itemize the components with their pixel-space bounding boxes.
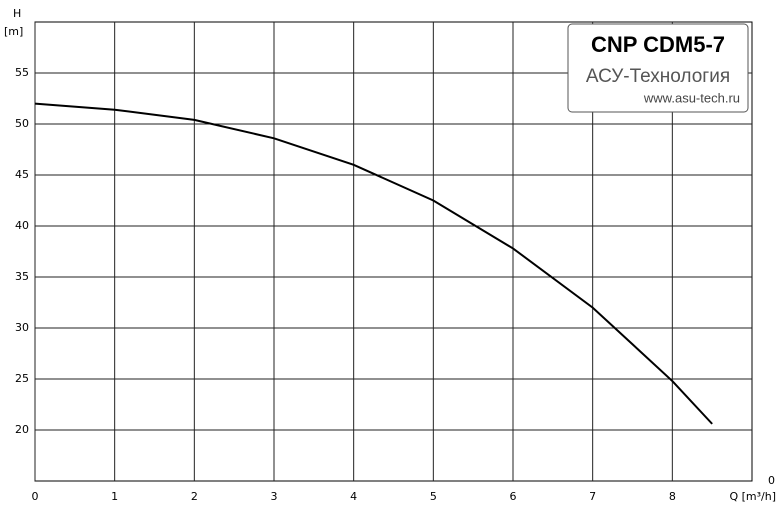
y-tick-label: 40 [15,219,29,232]
y-axis-unit: [m] [4,25,23,38]
box-subtitle: АСУ-Технология [586,66,730,87]
y-tick-label: 30 [15,321,29,334]
box-title: CNP CDM5-7 [591,32,725,57]
x-axis-label: Q [m³/h] [729,490,776,503]
x-tick-label: 3 [271,490,278,503]
y-tick-label: 50 [15,117,29,130]
x-tick-label: 6 [510,490,517,503]
right-axis-label: 0 [768,474,775,487]
x-tick-label: 5 [430,490,437,503]
box-url: www.asu-tech.ru [643,90,740,105]
y-axis-label: H [13,7,21,20]
y-tick-label: 35 [15,270,29,283]
title-box [567,23,749,113]
x-tick-label: 1 [111,490,118,503]
x-tick-label: 4 [350,490,357,503]
y-tick-label: 20 [15,423,29,436]
x-tick-label: 8 [669,490,676,503]
x-tick-label: 0 [32,490,39,503]
y-tick-label: 45 [15,168,29,181]
y-tick-label: 55 [15,66,29,79]
x-tick-label: 7 [589,490,596,503]
curve [34,102,713,425]
y-tick-label: 25 [15,372,29,385]
x-tick-label: 2 [191,490,198,503]
